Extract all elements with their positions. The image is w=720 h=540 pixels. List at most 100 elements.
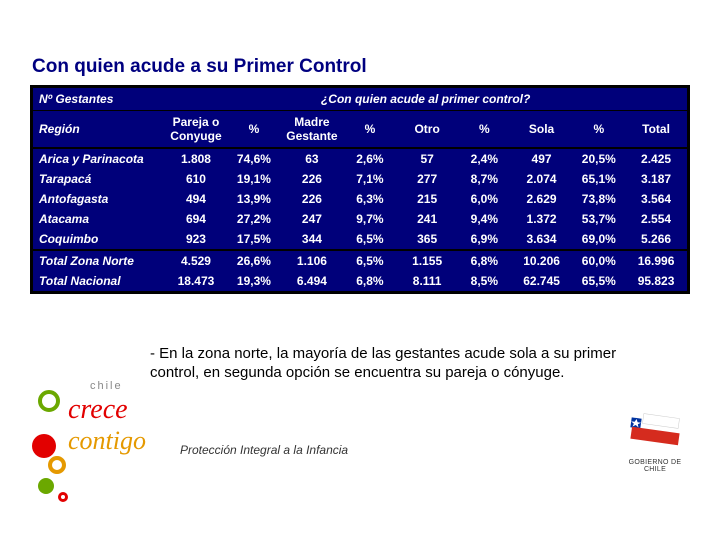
page-title: Con quien acude a su Primer Control	[32, 56, 367, 78]
value-cell: 6,5%	[344, 250, 397, 271]
value-cell: 69,0%	[572, 229, 625, 250]
value-cell: 63	[280, 148, 343, 169]
value-cell: 4.529	[164, 250, 227, 271]
region-cell: Arica y Parinacota	[33, 148, 164, 169]
analysis-note: - En la zona norte, la mayoría de las ge…	[150, 345, 630, 383]
table-total-row: Total Zona Norte4.52926,6%1.1066,5%1.155…	[33, 250, 687, 271]
value-cell: 73,8%	[572, 189, 625, 209]
value-cell: 2,4%	[458, 148, 511, 169]
table-total-row: Total Nacional18.47319,3%6.4946,8%8.1118…	[33, 271, 687, 291]
region-cell: Tarapacá	[33, 169, 164, 189]
table-row: Antofagasta49413,9%2266,3%2156,0%2.62973…	[33, 189, 687, 209]
value-cell: 62.745	[511, 271, 573, 291]
region-cell: Antofagasta	[33, 189, 164, 209]
value-cell: 3.564	[625, 189, 687, 209]
col-otro: Otro	[396, 111, 458, 149]
value-cell: 65,1%	[572, 169, 625, 189]
value-cell: 10.206	[511, 250, 573, 271]
value-cell: 247	[280, 209, 343, 229]
value-cell: 57	[396, 148, 458, 169]
value-cell: 1.155	[396, 250, 458, 271]
value-cell: 277	[396, 169, 458, 189]
col-sola-pct: %	[572, 111, 625, 149]
value-cell: 6,9%	[458, 229, 511, 250]
value-cell: 344	[280, 229, 343, 250]
value-cell: 497	[511, 148, 573, 169]
value-cell: 95.823	[625, 271, 687, 291]
value-cell: 6,8%	[458, 250, 511, 271]
region-cell: Total Nacional	[33, 271, 164, 291]
value-cell: 6,8%	[344, 271, 397, 291]
value-cell: 60,0%	[572, 250, 625, 271]
value-cell: 6.494	[280, 271, 343, 291]
col-pareja: Pareja o Conyuge	[164, 111, 227, 149]
value-cell: 53,7%	[572, 209, 625, 229]
value-cell: 20,5%	[572, 148, 625, 169]
value-cell: 215	[396, 189, 458, 209]
value-cell: 5.266	[625, 229, 687, 250]
header-gestantes: Nº Gestantes	[33, 88, 164, 111]
gobierno-chile-logo: GOBIERNO DE CHILE	[620, 410, 690, 473]
value-cell: 494	[164, 189, 227, 209]
region-cell: Atacama	[33, 209, 164, 229]
table-row: Coquimbo92317,5%3446,5%3656,9%3.63469,0%…	[33, 229, 687, 250]
value-cell: 8,7%	[458, 169, 511, 189]
logo-line2: contigo	[68, 426, 146, 456]
table-header-row-2: Región Pareja o Conyuge % Madre Gestante…	[33, 111, 687, 149]
col-madre: Madre Gestante	[280, 111, 343, 149]
value-cell: 226	[280, 169, 343, 189]
gob-caption: GOBIERNO DE CHILE	[620, 459, 690, 473]
value-cell: 923	[164, 229, 227, 250]
value-cell: 8.111	[396, 271, 458, 291]
value-cell: 6,5%	[344, 229, 397, 250]
value-cell: 1.372	[511, 209, 573, 229]
value-cell: 8,5%	[458, 271, 511, 291]
value-cell: 13,9%	[228, 189, 281, 209]
value-cell: 9,7%	[344, 209, 397, 229]
data-table: Nº Gestantes ¿Con quien acude al primer …	[33, 88, 687, 291]
col-region: Región	[33, 111, 164, 149]
logo-line1: crece	[68, 394, 128, 426]
value-cell: 1.808	[164, 148, 227, 169]
value-cell: 2,6%	[344, 148, 397, 169]
col-sola: Sola	[511, 111, 573, 149]
value-cell: 18.473	[164, 271, 227, 291]
value-cell: 65,5%	[572, 271, 625, 291]
value-cell: 16.996	[625, 250, 687, 271]
value-cell: 19,1%	[228, 169, 281, 189]
footer-caption: Protección Integral a la Infancia	[180, 443, 348, 457]
value-cell: 2.074	[511, 169, 573, 189]
value-cell: 6,0%	[458, 189, 511, 209]
value-cell: 7,1%	[344, 169, 397, 189]
value-cell: 17,5%	[228, 229, 281, 250]
region-cell: Total Zona Norte	[33, 250, 164, 271]
col-total: Total	[625, 111, 687, 149]
value-cell: 365	[396, 229, 458, 250]
value-cell: 3.187	[625, 169, 687, 189]
data-table-container: Nº Gestantes ¿Con quien acude al primer …	[30, 85, 690, 294]
value-cell: 9,4%	[458, 209, 511, 229]
value-cell: 3.634	[511, 229, 573, 250]
logo-subtext: chile	[90, 380, 123, 392]
col-madre-pct: %	[344, 111, 397, 149]
region-cell: Coquimbo	[33, 229, 164, 250]
chile-crece-contigo-logo: chile crece contigo	[32, 380, 167, 510]
value-cell: 27,2%	[228, 209, 281, 229]
value-cell: 19,3%	[228, 271, 281, 291]
value-cell: 2.629	[511, 189, 573, 209]
value-cell: 1.106	[280, 250, 343, 271]
value-cell: 694	[164, 209, 227, 229]
header-question: ¿Con quien acude al primer control?	[164, 88, 687, 111]
table-row: Arica y Parinacota1.80874,6%632,6%572,4%…	[33, 148, 687, 169]
table-row: Tarapacá61019,1%2267,1%2778,7%2.07465,1%…	[33, 169, 687, 189]
col-otro-pct: %	[458, 111, 511, 149]
gob-flag-icon	[625, 410, 685, 450]
col-pareja-pct: %	[228, 111, 281, 149]
value-cell: 2.554	[625, 209, 687, 229]
table-row: Atacama69427,2%2479,7%2419,4%1.37253,7%2…	[33, 209, 687, 229]
value-cell: 2.425	[625, 148, 687, 169]
value-cell: 226	[280, 189, 343, 209]
value-cell: 241	[396, 209, 458, 229]
value-cell: 6,3%	[344, 189, 397, 209]
value-cell: 610	[164, 169, 227, 189]
